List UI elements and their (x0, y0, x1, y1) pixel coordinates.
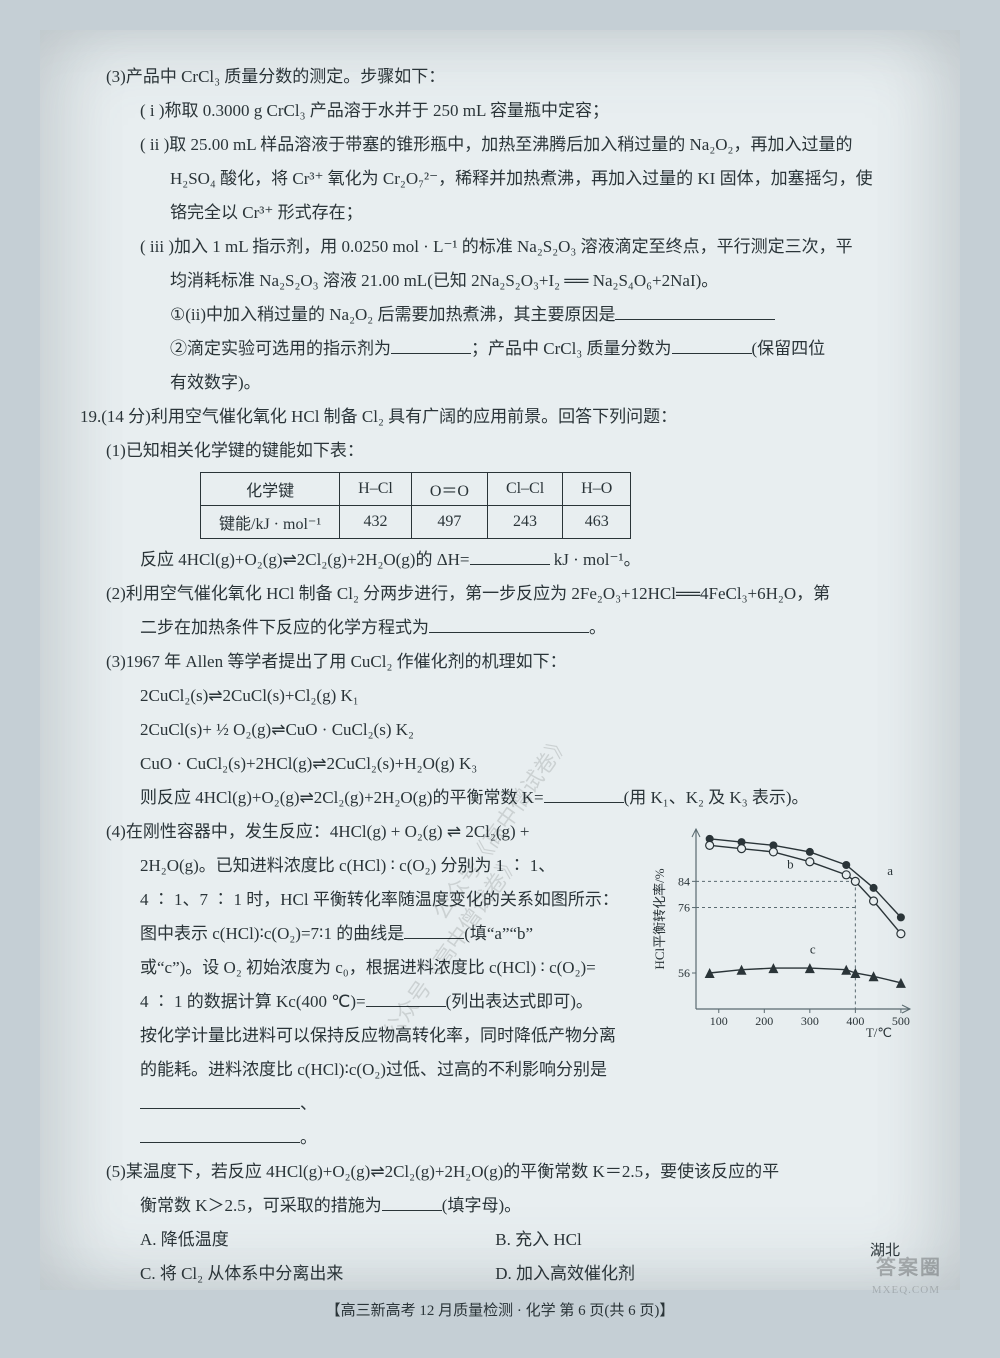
q19-p2-line2: 二步在加热条件下反应的化学方程式为 。 (80, 611, 920, 645)
q19-p4-l7: 按化学计量比进料可以保持反应物高转化率，同时降低产物分离 (80, 1019, 644, 1053)
q19-eq1: 2CuCl₂(s)⇌2CuCl(s)+Cl₂(g) K₁ (80, 679, 920, 713)
q19-intro: 19.(14 分)利用空气催化氧化 HCl 制备 Cl₂ 具有广阔的应用前景。回… (80, 400, 920, 434)
blank-high (140, 1125, 300, 1143)
th-0: 化学键 (201, 473, 340, 506)
table-value-row: 键能/kJ · mol⁻¹ 432 497 243 463 (201, 506, 631, 539)
optB: B. 充入 HCl (495, 1230, 581, 1249)
q19-p4-l4a: 图中表示 c(HCl)∶c(O₂)=7∶1 的曲线是 (140, 924, 404, 943)
blank-indicator (391, 336, 471, 354)
options-row1: A. 降低温度 B. 充入 HCl (80, 1223, 920, 1257)
svg-text:56: 56 (678, 966, 690, 980)
svg-text:T/℃: T/℃ (866, 1025, 892, 1039)
q3-step2c: 铬完全以 Cr³⁺ 形式存在； (80, 196, 920, 230)
q19-p5-line2: 衡常数 K＞2.5，可采取的措施为 (填字母)。 (80, 1189, 920, 1223)
q19-p4-l6: 4 ∶ 1 的数据计算 Kc(400 ℃)= (列出表达式即可)。 (80, 985, 644, 1019)
td-label: 键能/kJ · mol⁻¹ (201, 506, 340, 539)
q19-p1-after-a: 反应 4HCl(g)+O₂(g)⇌2Cl₂(g)+2H₂O(g)的 ΔH= (140, 550, 470, 569)
svg-text:300: 300 (801, 1014, 819, 1028)
q3-step1: ( i )称取 0.3000 g CrCl₃ 产品溶于水并于 250 mL 容量… (80, 94, 920, 128)
conversion-chart: 100 200 300 400 500 56 76 84 a b c T/℃ HCl平衡转化率/% (650, 819, 920, 1039)
q19-p3-end-a: 则反应 4HCl(g)+O₂(g)⇌2Cl₂(g)+2H₂O(g)的平衡常数 K… (140, 788, 544, 807)
svg-text:c: c (810, 941, 816, 956)
q19-p4-l8: 的能耗。进料浓度比 c(HCl)∶c(O₂)过低、过高的不利影响分别是、 (80, 1053, 644, 1121)
q3-step3a: ( iii )加入 1 mL 指示剂，用 0.0250 mol · L⁻¹ 的标… (80, 230, 920, 264)
q19-p2c: 。 (589, 618, 606, 637)
q19-p4-l9: 。 (80, 1121, 644, 1155)
th-4: H–O (563, 473, 631, 506)
q19-eq3: CuO · CuCl₂(s)+2HCl(g)⇌2CuCl₂(s)+H₂O(g) … (80, 747, 920, 781)
q19-p5a: (5)某温度下，若反应 4HCl(g)+O₂(g)⇌2Cl₂(g)+2H₂O(g… (80, 1155, 920, 1189)
q3-sub2d: 有效数字)。 (80, 366, 920, 400)
q19-p4-l1: (4)在刚性容器中，发生反应：4HCl(g) + O₂(g) ⇌ 2Cl₂(g)… (80, 815, 644, 849)
q19-p1-after-b: kJ · mol⁻¹。 (550, 550, 641, 569)
blank-fraction (672, 336, 752, 354)
q19-p4-l6b: (列出表达式即可)。 (446, 992, 593, 1011)
blank-reason (615, 302, 775, 320)
q19-p4-l3: 4 ∶ 1、7 ∶ 1 时，HCl 平衡转化率随温度变化的关系如图所示： (80, 883, 644, 917)
optA: A. 降低温度 (140, 1223, 491, 1257)
th-3: Cl–Cl (487, 473, 562, 506)
blank-Kc (366, 989, 446, 1007)
td-v3: 463 (563, 506, 631, 539)
q19-p3-intro: (3)1967 年 Allen 等学者提出了用 CuCl₂ 作催化剂的机理如下： (80, 645, 920, 679)
q3-sub2c: (保留四位 (752, 339, 826, 358)
q19-eq2: 2CuCl(s)+ ½ O₂(g)⇌CuO · CuCl₂(s) K₂ (80, 713, 920, 747)
q19-p4-l5: 或“c”)。设 O₂ 初始浓度为 c₀，根据进料浓度比 c(HCl) ∶ c(O… (80, 951, 644, 985)
q19-p5b: 衡常数 K＞2.5，可采取的措施为 (140, 1196, 382, 1215)
q19-p4-l6a: 4 ∶ 1 的数据计算 Kc(400 ℃)= (140, 992, 366, 1011)
q3-step2a: ( ii )取 25.00 mL 样品溶液于带塞的锥形瓶中，加热至沸腾后加入稍过… (80, 128, 920, 162)
svg-text:84: 84 (678, 874, 690, 888)
q19-p2a: (2)利用空气催化氧化 HCl 制备 Cl₂ 分两步进行，第一步反应为 2Fe₂… (80, 577, 920, 611)
q19-p4-l4: 图中表示 c(HCl)∶c(O₂)=7∶1 的曲线是 (填“a”“b” (80, 917, 644, 951)
blank-dH (470, 547, 550, 565)
q19-p4-l4b: (填“a”“b” (464, 924, 533, 943)
svg-text:100: 100 (710, 1014, 728, 1028)
table-header-row: 化学键 H–Cl O＝O Cl–Cl H–O (201, 473, 631, 506)
q3-sub2a: ②滴定实验可选用的指示剂为 (170, 339, 391, 358)
q19-p3-end: 则反应 4HCl(g)+O₂(g)⇌2Cl₂(g)+2H₂O(g)的平衡常数 K… (80, 781, 920, 815)
blank-curve (404, 921, 464, 939)
q3-sub2b: ；产品中 CrCl₃ 质量分数为 (471, 339, 672, 358)
q3-step2b: H₂SO₄ 酸化，将 Cr³⁺ 氧化为 Cr₂O₇²⁻，稀释并加热煮沸，再加入过… (80, 162, 920, 196)
blank-low (140, 1091, 300, 1109)
q3-sub1: ①(ii)中加入稍过量的 Na₂O₂ 后需要加热煮沸，其主要原因是 (80, 298, 920, 332)
blank-eq2 (429, 615, 589, 633)
optC: C. 将 Cl₂ 从体系中分离出来 (140, 1257, 491, 1291)
svg-text:500: 500 (892, 1014, 910, 1028)
th-1: H–Cl (340, 473, 412, 506)
q19-p3-end-b: (用 K₁、K₂ 及 K₃ 表示)。 (624, 788, 809, 807)
watermark-main: 答案圈 (876, 1251, 942, 1280)
svg-text:76: 76 (678, 901, 690, 915)
q3-intro: (3)产品中 CrCl₃ 质量分数的测定。步骤如下： (80, 60, 920, 94)
q19-p2b: 二步在加热条件下反应的化学方程式为 (140, 618, 429, 637)
q3-sub2-line1: ②滴定实验可选用的指示剂为 ；产品中 CrCl₃ 质量分数为 (保留四位 (80, 332, 920, 366)
optD: D. 加入高效催化剂 (495, 1264, 635, 1283)
options-row2: C. 将 Cl₂ 从体系中分离出来 D. 加入高效催化剂 (80, 1257, 920, 1291)
svg-text:200: 200 (755, 1014, 773, 1028)
q19-p4-l2: 2H₂O(g)。已知进料浓度比 c(HCl) ∶ c(O₂) 分别为 1 ∶ 1… (80, 849, 644, 883)
q19-p4-l8b: 、 (300, 1094, 317, 1113)
q3-sub1-text: ①(ii)中加入稍过量的 Na₂O₂ 后需要加热煮沸，其主要原因是 (170, 305, 615, 324)
blank-measure (382, 1193, 442, 1211)
bond-energy-table: 化学键 H–Cl O＝O Cl–Cl H–O 键能/kJ · mol⁻¹ 432… (200, 472, 631, 539)
blank-K (544, 785, 624, 803)
watermark-sub: MXEQ.COM (872, 1284, 940, 1296)
svg-text:HCl平衡转化率/%: HCl平衡转化率/% (652, 868, 667, 969)
q19-p5c: (填字母)。 (442, 1196, 521, 1215)
q3-step3b: 均消耗标准 Na₂S₂O₃ 溶液 21.00 mL(已知 2Na₂S₂O₃+I₂… (80, 264, 920, 298)
td-v2: 243 (487, 506, 562, 539)
q19-p1-after: 反应 4HCl(g)+O₂(g)⇌2Cl₂(g)+2H₂O(g)的 ΔH= kJ… (80, 543, 920, 577)
footer-center: 【高三新高考 12 月质量检测 · 化学 第 6 页(共 6 页)】 (80, 1299, 920, 1320)
th-2: O＝O (411, 473, 487, 506)
q19-p1-intro: (1)已知相关化学键的键能如下表： (80, 434, 920, 468)
svg-text:400: 400 (846, 1014, 864, 1028)
td-v1: 497 (411, 506, 487, 539)
q19-p4-l8a: 的能耗。进料浓度比 c(HCl)∶c(O₂)过低、过高的不利影响分别是 (140, 1060, 607, 1079)
td-v0: 432 (340, 506, 412, 539)
svg-text:a: a (887, 863, 893, 878)
svg-text:b: b (787, 856, 794, 871)
